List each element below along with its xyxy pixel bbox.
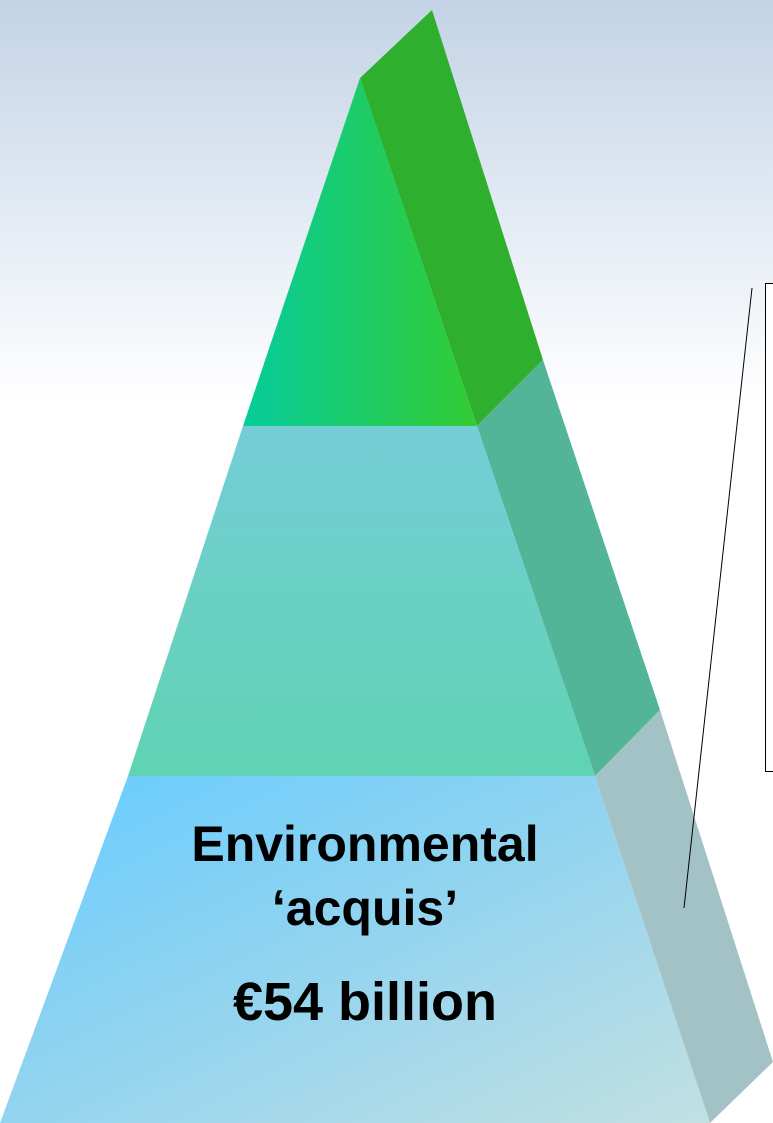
callout-box [765, 283, 773, 772]
pyramid-base-side-face [595, 710, 773, 1123]
base-tier-title: Environmental [191, 816, 539, 872]
base-tier-amount: €54 billion [232, 972, 498, 1032]
pyramid-middle-tier [128, 426, 595, 776]
callout-leader-line [683, 287, 753, 909]
pyramid-top-tier [243, 78, 477, 426]
pyramid-middle-side-face [477, 360, 660, 776]
base-tier-subtitle: ‘acquis’ [271, 880, 459, 936]
pyramid-base-tier [0, 776, 710, 1123]
pyramid-top-side-face [360, 10, 543, 426]
